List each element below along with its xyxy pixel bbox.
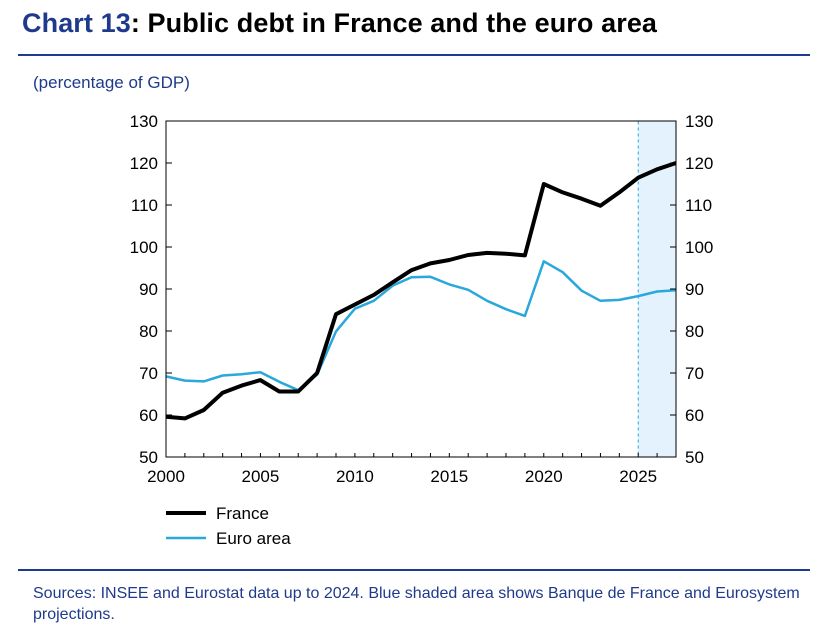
- y-tick-label-left: 70: [139, 364, 158, 383]
- header-rule: [18, 54, 810, 56]
- x-tick-label: 2015: [430, 467, 468, 486]
- x-tick-label: 2025: [619, 467, 657, 486]
- y-tick-label-right: 100: [685, 238, 713, 257]
- y-tick-label-left: 50: [139, 448, 158, 467]
- x-tick-label: 2005: [242, 467, 280, 486]
- legend-label: Euro area: [216, 529, 291, 548]
- x-tick-label: 2010: [336, 467, 374, 486]
- y-tick-label-left: 80: [139, 322, 158, 341]
- sources-note: Sources: INSEE and Eurostat data up to 2…: [33, 585, 800, 623]
- y-tick-label-right: 110: [685, 196, 712, 215]
- legend-label: France: [216, 504, 269, 523]
- plot-frame: [165, 120, 677, 458]
- y-tick-label-left: 100: [130, 238, 158, 257]
- unit-label: (percentage of GDP): [33, 73, 190, 92]
- y-tick-label-left: 90: [139, 280, 158, 299]
- y-tick-label-right: 120: [685, 154, 713, 173]
- y-tick-label-right: 130: [685, 112, 713, 131]
- left-y-axis: 50 60 70 80 90 100 110 120 130: [130, 112, 172, 467]
- legend: France Euro area: [166, 504, 291, 548]
- series-layer: [165, 161, 677, 421]
- right-y-axis: 50 60 70 80 90 100 110 120 130: [670, 112, 713, 467]
- x-axis: 2000 2005 2010 2015 2020 2025: [147, 453, 677, 486]
- y-tick-label-left: 130: [130, 112, 158, 131]
- footer-rule: [18, 569, 810, 571]
- y-tick-label-right: 60: [685, 406, 704, 425]
- y-tick-label-right: 70: [685, 364, 704, 383]
- chart-title: Chart 13: Public debt in France and the …: [22, 8, 657, 39]
- y-tick-label-left: 120: [130, 154, 158, 173]
- y-tick-label-left: 110: [131, 196, 158, 215]
- y-tick-label-right: 80: [685, 322, 704, 341]
- y-tick-label-right: 90: [685, 280, 704, 299]
- series-line-france: [165, 161, 677, 421]
- x-tick-label: 2000: [147, 467, 185, 486]
- y-tick-label-right: 50: [685, 448, 704, 467]
- line-chart: 50 60 70 80 90 100 110 120 130 50 60 70 80 90 100 110 1…: [130, 112, 714, 548]
- series-line-euro-area: [165, 260, 677, 392]
- chart-title-text: : Public debt in France and the euro are…: [130, 8, 658, 38]
- chart-number: Chart 13: [22, 8, 131, 38]
- x-tick-label: 2020: [525, 467, 563, 486]
- y-tick-label-left: 60: [139, 406, 158, 425]
